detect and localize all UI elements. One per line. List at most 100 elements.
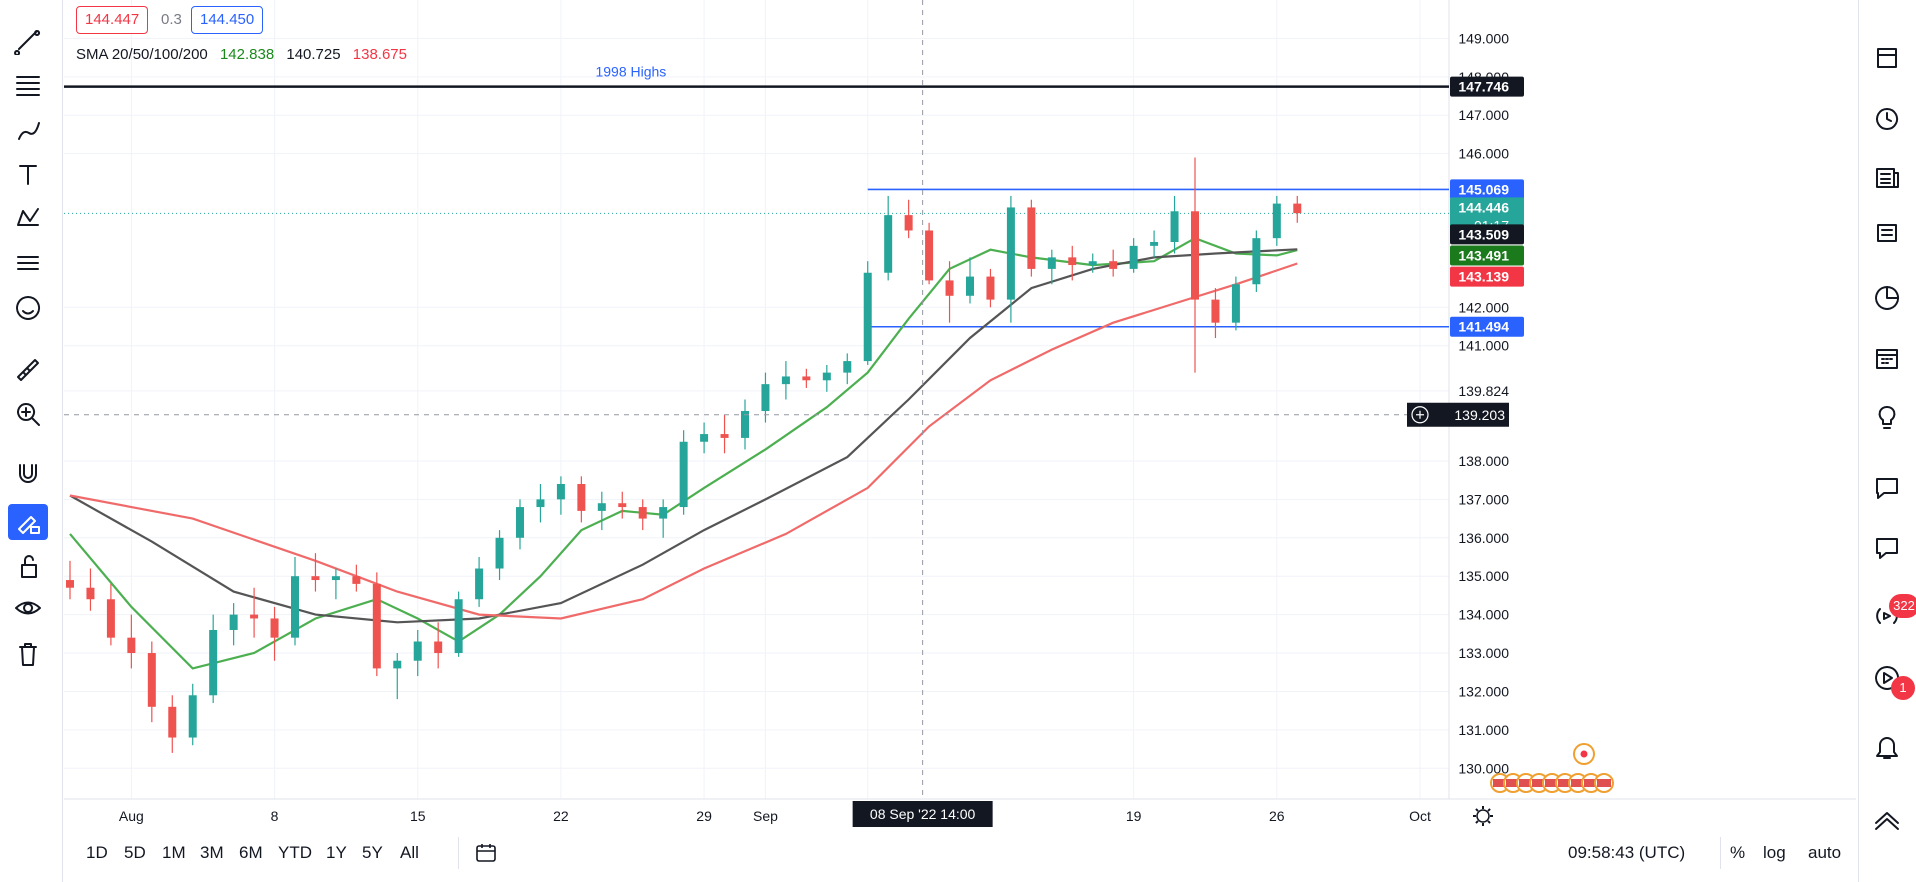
alarm-button[interactable] xyxy=(1867,100,1907,136)
alarm-icon-path xyxy=(1876,108,1899,130)
eye-icon-path xyxy=(15,601,41,615)
level-price-tag: 147.746 xyxy=(1458,79,1509,95)
candle-body xyxy=(516,507,524,538)
price-tag: 143.139 xyxy=(1458,269,1509,285)
range-ytd[interactable]: YTD xyxy=(278,843,312,862)
eye-icon xyxy=(15,601,41,615)
ideas-icon xyxy=(1878,406,1896,429)
text-icon-path xyxy=(19,165,37,185)
zoom-in-icon-path xyxy=(17,403,40,426)
ruler-button[interactable] xyxy=(8,352,48,388)
y-tick-label: 149.000 xyxy=(1458,30,1509,46)
y-tick-label: 138.000 xyxy=(1458,453,1509,469)
ask-price-box[interactable]: 144.450 xyxy=(191,6,264,34)
ideas-icon-path xyxy=(1878,406,1896,429)
candle-body xyxy=(372,583,381,669)
fib-retracement-button[interactable] xyxy=(8,66,48,102)
range-5d[interactable]: 5D xyxy=(124,843,146,862)
candle-body xyxy=(1006,207,1015,300)
watchlist-icon-path xyxy=(1877,48,1897,68)
log-toggle[interactable]: log xyxy=(1763,843,1786,862)
event-flag-stripe xyxy=(1545,779,1559,787)
axis-settings-icon-tooth xyxy=(1487,820,1491,824)
range-1d[interactable]: 1D xyxy=(86,843,108,862)
ideas-button[interactable] xyxy=(1867,400,1907,436)
unlock-icon-path xyxy=(21,555,37,578)
eye-button[interactable] xyxy=(8,590,48,626)
trash-button[interactable] xyxy=(8,636,48,672)
candle-body xyxy=(1027,207,1036,269)
candle-body xyxy=(1252,238,1261,285)
date-range-icon[interactable] xyxy=(474,841,498,870)
crosshair-time-label-bg xyxy=(852,801,993,827)
order-panel-icon xyxy=(1877,224,1897,242)
expand-button[interactable] xyxy=(1867,800,1907,836)
range-all[interactable]: All xyxy=(400,843,419,862)
emoji-button[interactable] xyxy=(8,290,48,326)
watchlist-button[interactable] xyxy=(1867,40,1907,76)
zoom-in-button[interactable] xyxy=(8,396,48,432)
y-tick-label: 136.000 xyxy=(1458,530,1509,546)
range-1m[interactable]: 1M xyxy=(162,843,186,862)
range-1y[interactable]: 1Y xyxy=(326,843,347,862)
candle-body xyxy=(1129,245,1138,269)
x-tick-label: 15 xyxy=(410,808,426,824)
candles xyxy=(66,157,1302,753)
chat-button[interactable] xyxy=(1867,470,1907,506)
unlock-button[interactable] xyxy=(8,548,48,584)
lock-drawing-icon xyxy=(18,516,40,534)
utc-clock[interactable]: 09:58:43 (UTC) xyxy=(1568,843,1686,862)
pattern-button[interactable] xyxy=(8,200,48,236)
candle-body xyxy=(986,276,995,300)
axis-settings-icon xyxy=(1473,806,1493,826)
auto-toggle[interactable]: auto xyxy=(1808,843,1842,862)
lock-drawing-icon-path xyxy=(18,516,40,534)
chart-area[interactable]: 130.000 131.000 132.000 133.000 134.000 135.0… xyxy=(64,0,1856,882)
y-tick-label: 131.000 xyxy=(1458,722,1509,738)
messages-icon-path xyxy=(1876,538,1898,559)
emoji-icon xyxy=(16,296,41,320)
news-icon xyxy=(1876,168,1899,188)
candle-body xyxy=(311,576,320,581)
range-5y[interactable]: 5Y xyxy=(362,843,383,862)
news-button[interactable] xyxy=(1867,160,1907,196)
prediction-button[interactable] xyxy=(8,244,48,280)
bottom-toolbar: 1D 5D 1M 3M 6M YTD 1Y 5Y All 09:58:43 (U… xyxy=(64,835,1856,875)
magnet-button[interactable] xyxy=(8,456,48,492)
range-3m[interactable]: 3M xyxy=(200,843,224,862)
trend-line-icon xyxy=(14,30,41,55)
spread-value: 0.3 xyxy=(161,11,182,28)
expand-icon xyxy=(1875,812,1899,830)
candle-body xyxy=(577,484,586,511)
candle-body xyxy=(1047,257,1056,269)
range-6m[interactable]: 6M xyxy=(239,843,263,862)
sma20-value: 142.838 xyxy=(219,46,275,63)
order-panel-button[interactable] xyxy=(1867,214,1907,250)
bid-price-box[interactable]: 144.447 xyxy=(76,6,149,34)
data-window-icon-path xyxy=(1875,286,1900,310)
data-window-button[interactable] xyxy=(1867,280,1907,316)
brush-button[interactable] xyxy=(8,112,48,148)
candle-body xyxy=(802,376,811,381)
ruler-icon-path xyxy=(17,359,39,381)
data-window-icon xyxy=(1875,286,1900,310)
candle-body xyxy=(638,507,647,519)
text-button[interactable] xyxy=(8,156,48,192)
notifications-badge: 1 xyxy=(1891,676,1915,700)
trend-line-button[interactable] xyxy=(8,22,48,58)
notifications-button[interactable] xyxy=(1867,730,1907,766)
unlock-icon xyxy=(21,555,37,578)
percent-toggle[interactable]: % xyxy=(1730,843,1746,862)
y-tick-label: 139.824 xyxy=(1458,383,1509,399)
level-price-tag: 141.494 xyxy=(1458,319,1509,335)
sma-legend[interactable]: SMA 20/50/100/200 142.838 140.725 138.67… xyxy=(76,46,407,63)
lock-drawing-button[interactable] xyxy=(8,504,48,540)
alarm-icon xyxy=(1876,108,1899,130)
play-button[interactable] xyxy=(1867,660,1907,696)
y-tick-label: 130.000 xyxy=(1458,760,1509,776)
chart-canvas[interactable]: 130.000 131.000 132.000 133.000 134.000 135.0… xyxy=(64,0,1856,835)
calendar-button[interactable] xyxy=(1867,340,1907,376)
messages-button[interactable] xyxy=(1867,530,1907,566)
event-flag-stripe xyxy=(1571,779,1585,787)
event-flag-stripe xyxy=(1506,779,1520,787)
